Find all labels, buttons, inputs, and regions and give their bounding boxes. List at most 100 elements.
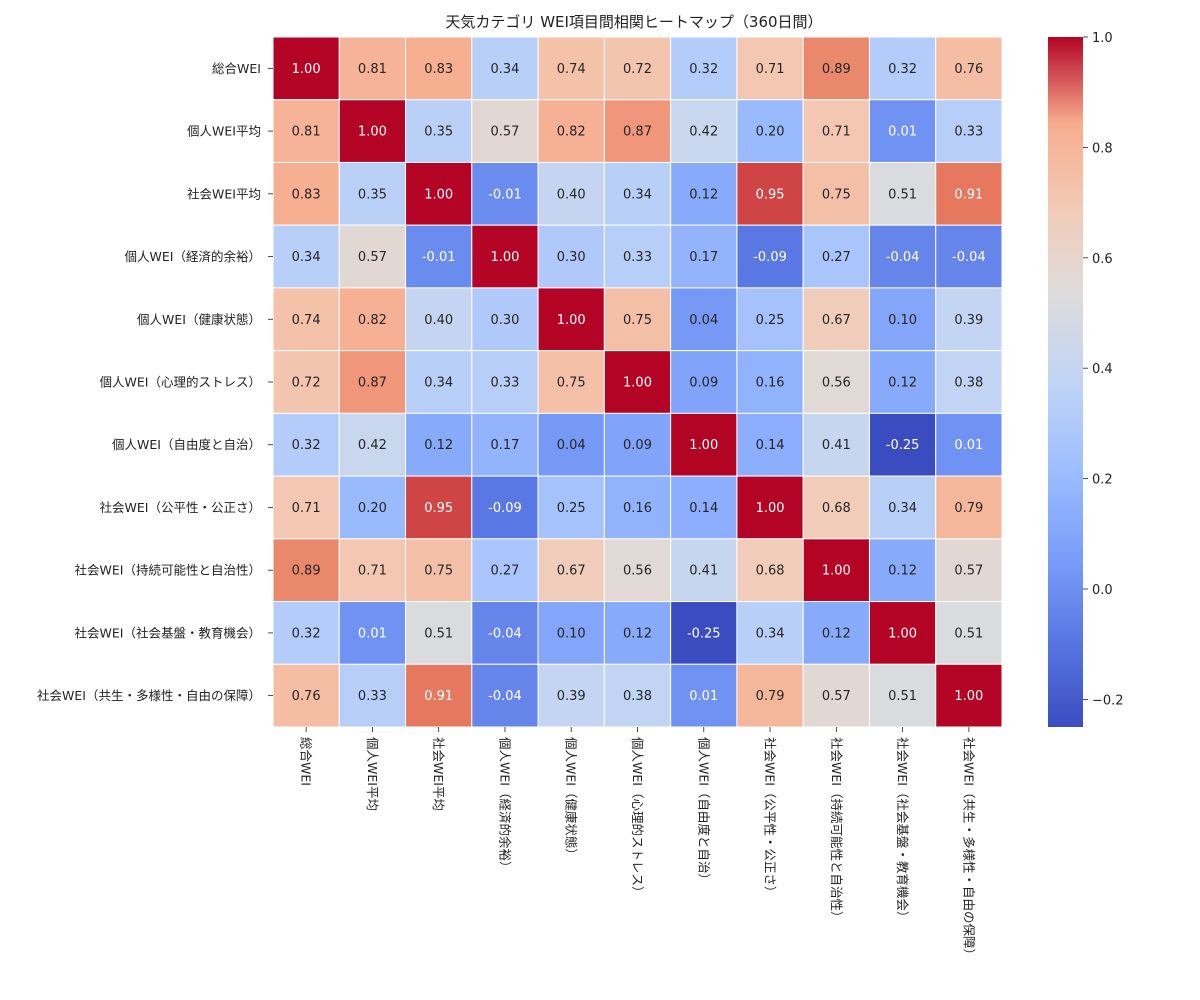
cell-value-label: 0.04: [689, 313, 718, 328]
cell-value-label: 0.38: [954, 376, 983, 391]
heatmap-cell: [935, 601, 1003, 665]
heatmap-cell: [868, 99, 937, 163]
x-tick-label: 社会WEI（持続可能性と自治性）: [829, 737, 844, 923]
cell-value-label: 0.34: [756, 626, 785, 641]
heatmap-cell: [935, 475, 1003, 540]
cell-value-label: 0.51: [424, 626, 453, 641]
cell-value-label: 0.10: [557, 626, 586, 641]
heatmap-cell: [338, 412, 407, 477]
chart-title: 天気カテゴリ WEI項目間相関ヒートマップ（360日間）: [445, 13, 822, 31]
heatmap-cell: [868, 475, 937, 540]
cell-value-label: 0.71: [756, 62, 785, 77]
x-tick-label: 社会WEI平均: [431, 737, 446, 811]
heatmap-cell: [405, 224, 473, 289]
cell-value-label: 0.01: [888, 125, 917, 140]
heatmap-cell: [405, 99, 473, 163]
colorbar-tick-label: 0.4: [1092, 362, 1113, 377]
heatmap-cell: [272, 350, 340, 414]
cell-value-label: 0.81: [292, 125, 321, 140]
heatmap-cell: [471, 475, 539, 540]
y-tick-label: 個人WEI（経済的余裕）: [125, 249, 261, 264]
heatmap-cell: [537, 663, 605, 728]
cell-value-label: 0.30: [490, 313, 519, 328]
x-tick-label: 個人WEI（心理的ストレス）: [630, 737, 645, 898]
cell-value-label: -0.04: [886, 250, 920, 265]
heatmap-cell: [670, 287, 738, 352]
cell-value-label: 0.34: [623, 187, 652, 202]
heatmap-cell: [935, 161, 1003, 226]
heatmap-cell: [537, 475, 605, 540]
cell-value-label: 0.42: [689, 125, 718, 140]
heatmap-cell: [736, 36, 804, 101]
cell-value-label: 0.75: [557, 376, 586, 391]
heatmap-cell: [338, 36, 407, 101]
cell-value-label: 0.57: [358, 250, 387, 265]
cell-value-label: 0.82: [557, 125, 586, 140]
heatmap-cell: [272, 161, 340, 226]
heatmap-cell: [405, 538, 473, 603]
x-tick-label: 個人WEI平均: [365, 737, 380, 811]
cell-value-label: 1.00: [623, 376, 652, 391]
heatmap-cell: [603, 412, 672, 477]
x-tick-label: 個人WEI（自由度と自治）: [696, 737, 711, 886]
cell-value-label: 0.87: [623, 125, 652, 140]
cell-value-label: 0.10: [888, 313, 917, 328]
cell-value-label: 0.68: [822, 501, 851, 516]
heatmap-cell: [603, 224, 672, 289]
heatmap-cell: [405, 412, 473, 477]
heatmap-cell: [272, 538, 340, 603]
cell-value-label: -0.04: [488, 689, 522, 704]
cell-value-label: 0.75: [424, 564, 453, 579]
heatmap-cell: [471, 601, 539, 665]
cell-value-label: 1.00: [822, 564, 851, 579]
cell-value-label: 0.82: [358, 313, 387, 328]
heatmap-cell: [537, 99, 605, 163]
cell-value-label: 0.01: [358, 626, 387, 641]
heatmap-cell: [471, 287, 539, 352]
cell-value-label: 0.12: [689, 187, 718, 202]
cell-value-label: 0.16: [756, 376, 785, 391]
cell-value-label: 0.71: [292, 501, 321, 516]
heatmap-cell: [405, 601, 473, 665]
cell-value-label: 1.00: [954, 689, 983, 704]
cell-value-label: 0.89: [292, 564, 321, 579]
heatmap-cell: [802, 161, 870, 226]
heatmap-cell: [272, 36, 340, 101]
heatmap-cell: [405, 36, 473, 101]
heatmap-cell: [603, 601, 672, 665]
cell-value-label: 1.00: [689, 438, 718, 453]
colorbar-tick-label: −0.2: [1092, 693, 1124, 708]
cell-value-label: 0.57: [490, 125, 519, 140]
heatmap-cell: [802, 287, 870, 352]
cell-value-label: 0.83: [292, 187, 321, 202]
heatmap-cell: [736, 99, 804, 163]
cell-value-label: 0.34: [424, 376, 453, 391]
cell-value-label: 0.09: [689, 376, 718, 391]
heatmap-cell: [935, 350, 1003, 414]
y-tick-label: 個人WEI平均: [187, 124, 261, 139]
cell-value-label: 0.34: [292, 250, 321, 265]
cell-value-label: 0.12: [888, 376, 917, 391]
cell-value-label: 0.04: [557, 438, 586, 453]
cell-value-label: 0.34: [888, 501, 917, 516]
heatmap-cell: [868, 412, 937, 477]
heatmap-cell: [537, 287, 605, 352]
heatmap-cell: [603, 663, 672, 728]
heatmap-cell: [935, 663, 1003, 728]
y-tick-label: 社会WEI（共生・多様性・自由の保障）: [37, 688, 261, 703]
heatmap-cell: [802, 538, 870, 603]
heatmap-cell: [471, 350, 539, 414]
cell-value-label: 0.89: [822, 62, 851, 77]
y-tick-label: 社会WEI平均: [187, 186, 261, 201]
cell-value-label: 0.71: [822, 125, 851, 140]
cell-value-label: 0.16: [623, 501, 652, 516]
heatmap-cell: [272, 475, 340, 540]
colorbar-tick-label: 0.2: [1092, 473, 1113, 488]
cell-value-label: 1.00: [490, 250, 519, 265]
y-tick-label: 社会WEI（社会基盤・教育機会）: [75, 625, 261, 640]
heatmap-cell: [736, 663, 804, 728]
cell-value-label: 0.67: [557, 564, 586, 579]
cell-value-label: 0.91: [424, 689, 453, 704]
cell-value-label: 0.75: [822, 187, 851, 202]
